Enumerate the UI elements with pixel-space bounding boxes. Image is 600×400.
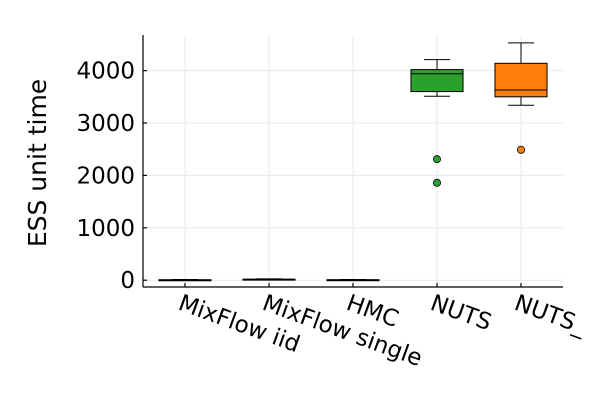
y-tick-label: 2000 [76, 163, 135, 189]
box-hmc [326, 278, 380, 282]
outlier-point [432, 155, 441, 164]
box-nuts- [494, 42, 548, 154]
box-mixflow-single [242, 278, 296, 281]
outlier-point [517, 145, 526, 154]
box-nuts [410, 59, 464, 187]
x-tick-label: NUTS_ [511, 290, 590, 340]
y-tick-label: 0 [120, 268, 135, 294]
box-body [494, 62, 548, 98]
y-tick-label: 1000 [76, 216, 135, 242]
y-axis-title: ESS unit time [23, 79, 52, 247]
y-tick-label: 3000 [76, 111, 135, 137]
x-tick-label: NUTS [427, 290, 495, 336]
box-series [158, 42, 548, 282]
axes [142, 35, 563, 288]
box-body [410, 69, 464, 93]
outlier-point [432, 178, 441, 187]
box-mixflow-iid [158, 279, 212, 282]
y-tick-labels: 0 1000 2000 3000 4000 [76, 59, 135, 295]
y-tick-label: 4000 [76, 59, 135, 85]
